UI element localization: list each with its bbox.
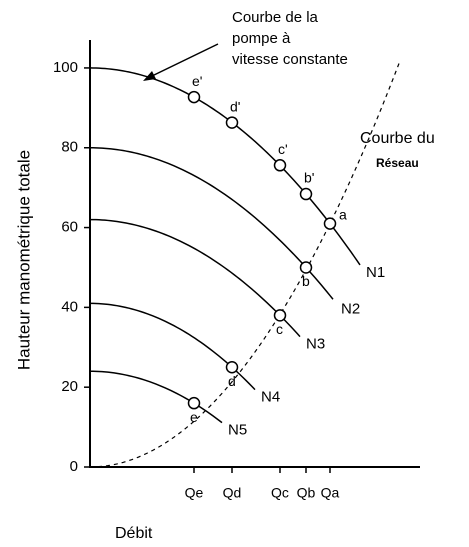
annotation: Courbe de la <box>232 9 319 26</box>
pump-curve <box>89 67 361 266</box>
y-tick-label: 20 <box>61 378 78 395</box>
y-tick-label: 100 <box>53 59 78 76</box>
operating-point <box>187 396 201 410</box>
point-label: d' <box>230 98 240 114</box>
x-tick-label: Qb <box>297 485 316 501</box>
pump-curve <box>89 146 334 300</box>
annotation: Courbe du <box>360 130 435 147</box>
y-tick-label: 0 <box>70 458 78 475</box>
y-tick-label: 60 <box>61 219 78 236</box>
point-label: d <box>228 373 236 389</box>
point-label: c <box>276 321 283 337</box>
operating-point <box>225 360 239 374</box>
operating-point <box>299 261 313 274</box>
point-label: b <box>302 273 310 289</box>
point-label: e' <box>192 73 202 89</box>
curve-name: N4 <box>261 389 280 406</box>
pump-curve <box>89 218 301 338</box>
operating-point <box>273 309 287 322</box>
y-axis-label: Hauteur manométrique totale <box>14 150 33 370</box>
operating-point <box>273 159 287 172</box>
curve-name: N3 <box>306 336 325 353</box>
operating-point <box>187 90 201 104</box>
operating-point <box>323 217 337 230</box>
curve-name: N2 <box>341 301 360 318</box>
pump-curve <box>89 370 223 424</box>
x-tick-label: Qe <box>185 485 204 501</box>
arrow-line <box>151 43 219 77</box>
point-label: e <box>190 409 198 425</box>
y-tick-label: 40 <box>61 298 78 315</box>
x-tick-label: Qd <box>223 485 242 501</box>
system-curve <box>89 63 400 468</box>
y-tick-label: 80 <box>61 139 78 156</box>
x-tick-label: Qa <box>321 485 340 501</box>
point-label: a <box>339 206 347 222</box>
curve-name: N1 <box>366 264 385 281</box>
operating-point <box>299 187 313 201</box>
point-label: b' <box>304 170 314 186</box>
annotation: vitesse constante <box>232 51 348 68</box>
curve-name: N5 <box>228 422 247 439</box>
x-axis-label: Débit <box>115 525 153 542</box>
operating-point <box>225 116 239 129</box>
point-label: c' <box>278 141 288 157</box>
annotation: pompe à <box>232 30 291 47</box>
x-tick-label: Qc <box>271 485 289 501</box>
annotation: Réseau <box>376 156 419 170</box>
